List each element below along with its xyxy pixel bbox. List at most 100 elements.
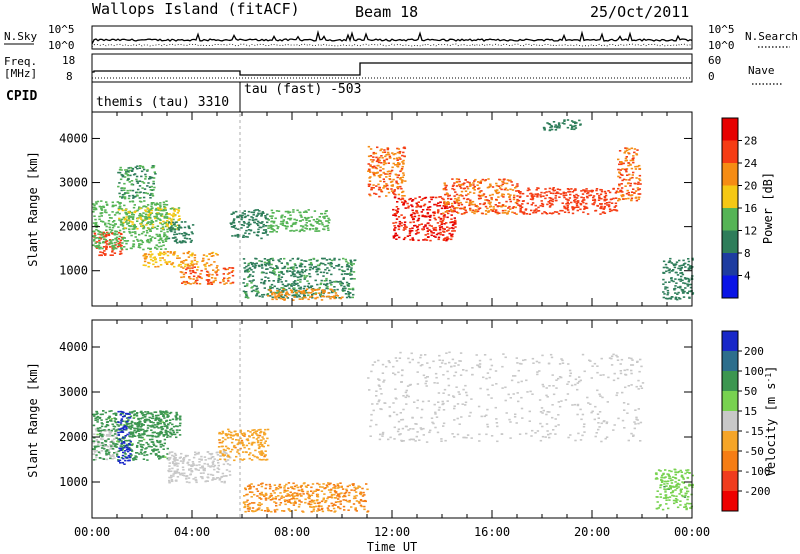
echo-cell <box>124 208 128 211</box>
echo-cell <box>164 234 167 236</box>
echo-cell <box>675 282 678 284</box>
echo-cell <box>443 231 446 233</box>
echo-cell <box>192 263 195 265</box>
nave-label: Nave <box>748 64 775 77</box>
echo-cell <box>130 411 134 413</box>
echo-cell <box>314 297 317 299</box>
echo-cell <box>301 297 304 299</box>
echo-cell <box>158 434 161 436</box>
echo-cell <box>273 285 276 288</box>
echo-cell <box>336 483 339 485</box>
echo-cell <box>463 206 466 209</box>
echo-cell <box>137 430 141 432</box>
echo-cell <box>583 191 587 193</box>
echo-cell <box>178 434 182 436</box>
echo-cell <box>372 172 376 174</box>
power-colorbar-swatches <box>722 118 738 298</box>
echo-cell <box>102 410 105 412</box>
echo-cell <box>304 485 308 488</box>
echo-cell <box>396 187 400 190</box>
echo-cell <box>98 242 102 244</box>
echo-cell <box>178 263 181 266</box>
echo-cell <box>308 273 311 275</box>
echo-cell <box>618 172 621 174</box>
echo-cell <box>304 210 307 212</box>
echo-cell <box>248 435 251 438</box>
echo-cell <box>386 147 390 150</box>
echo-cell <box>460 207 463 210</box>
echo-cell <box>292 268 295 270</box>
echo-cell <box>262 293 266 296</box>
echo-cell <box>243 213 246 215</box>
echo-cell <box>145 206 148 208</box>
echo-cell <box>155 215 158 217</box>
echo-cell <box>207 258 210 261</box>
echo-cell <box>125 221 128 223</box>
echo-cell <box>161 456 164 458</box>
echo-cell <box>394 221 398 224</box>
echo-cell <box>114 204 117 207</box>
echo-cell <box>549 204 552 207</box>
echo-cell <box>543 192 546 194</box>
echo-cell <box>185 237 189 240</box>
echo-cell <box>321 223 324 226</box>
echo-cell <box>369 164 372 166</box>
echo-cell <box>618 176 622 179</box>
echo-cell <box>174 425 178 427</box>
echo-cell <box>175 411 178 414</box>
echo-cell <box>135 180 139 183</box>
echo-cell <box>303 270 307 273</box>
echo-cell <box>155 414 158 417</box>
echo-cell <box>250 282 253 284</box>
echo-cell <box>148 178 151 180</box>
echo-cell <box>105 201 108 203</box>
echo-cell <box>128 444 131 446</box>
echo-cell <box>511 184 514 186</box>
echo-cell <box>406 202 409 205</box>
echo-cell <box>181 271 184 274</box>
echo-cell <box>166 427 169 429</box>
echo-cell <box>263 455 266 458</box>
echo-cell <box>169 252 172 254</box>
echo-cell <box>243 285 247 287</box>
power-colorbar-swatch <box>722 140 738 163</box>
echo-cell <box>245 229 248 232</box>
echo-cell <box>687 260 691 263</box>
echo-cell <box>248 267 251 270</box>
echo-cell <box>446 210 449 212</box>
echo-cell <box>140 232 144 235</box>
echo-cell <box>166 220 169 222</box>
echo-cell <box>432 232 435 234</box>
echo-cell <box>138 243 141 245</box>
echo-cell <box>590 190 594 193</box>
echo-cell <box>330 496 334 499</box>
echo-cell <box>618 171 621 173</box>
echo-cell <box>426 212 430 214</box>
echo-cell <box>142 428 145 431</box>
echo-cell <box>484 199 487 201</box>
echo-cell <box>269 258 273 260</box>
echo-cell <box>149 221 152 223</box>
echo-cell <box>249 229 253 232</box>
echo-cell <box>133 196 137 198</box>
echo-cell <box>522 213 526 215</box>
echo-cell <box>100 234 103 236</box>
echo-cell <box>321 486 324 488</box>
echo-cell <box>372 187 375 189</box>
echo-cell <box>221 432 225 434</box>
echo-cell <box>100 236 104 239</box>
echo-cell <box>175 238 178 241</box>
echo-cell <box>166 436 169 438</box>
echo-cell <box>373 174 376 177</box>
echo-cell <box>566 209 570 211</box>
echo-cell <box>277 292 280 294</box>
echo-cell <box>567 191 570 193</box>
echo-cell <box>103 445 106 447</box>
echo-cell <box>315 268 318 271</box>
echo-cell <box>146 411 150 413</box>
echo-cell <box>142 212 145 214</box>
echo-cell <box>172 455 176 458</box>
echo-cell <box>170 219 173 221</box>
echo-cell <box>401 165 404 168</box>
echo-cell <box>310 285 313 287</box>
